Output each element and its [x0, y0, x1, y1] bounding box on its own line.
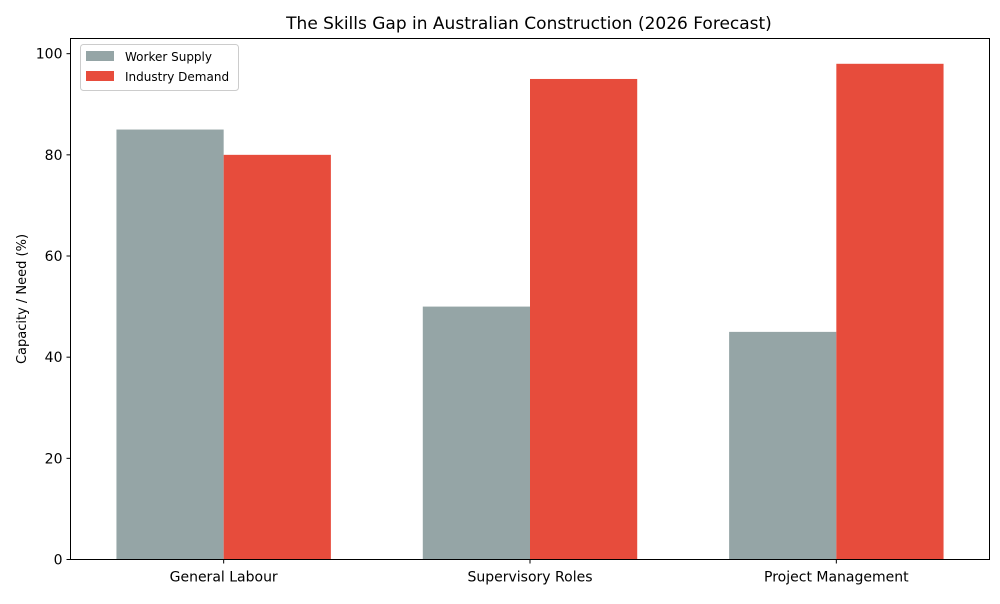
- y-tick-label: 20: [45, 451, 63, 467]
- y-axis-label: Capacity / Need (%): [15, 234, 30, 364]
- legend-swatch: [86, 71, 114, 81]
- bar-industry-demand: [836, 63, 944, 560]
- x-tick-label: General Labour: [170, 570, 278, 586]
- chart-title: The Skills Gap in Australian Constructio…: [285, 14, 772, 34]
- y-tick-label: 100: [36, 47, 63, 63]
- y-tick-label: 80: [45, 148, 63, 164]
- legend-label: Worker Supply: [125, 50, 212, 64]
- y-tick-label: 40: [45, 350, 63, 366]
- legend-label: Industry Demand: [125, 70, 229, 84]
- bar-worker-supply: [729, 331, 837, 560]
- bar-worker-supply: [116, 129, 224, 560]
- legend: Worker Supply Industry Demand: [80, 44, 239, 91]
- y-tick-label: 0: [54, 553, 63, 569]
- bar-industry-demand: [530, 78, 638, 560]
- y-tick-label: 60: [45, 249, 63, 265]
- legend-swatch: [86, 51, 114, 61]
- x-tick-label: Project Management: [764, 570, 909, 586]
- x-tick-label: Supervisory Roles: [467, 570, 592, 586]
- bar-worker-supply: [422, 306, 530, 560]
- bar-industry-demand: [223, 154, 331, 560]
